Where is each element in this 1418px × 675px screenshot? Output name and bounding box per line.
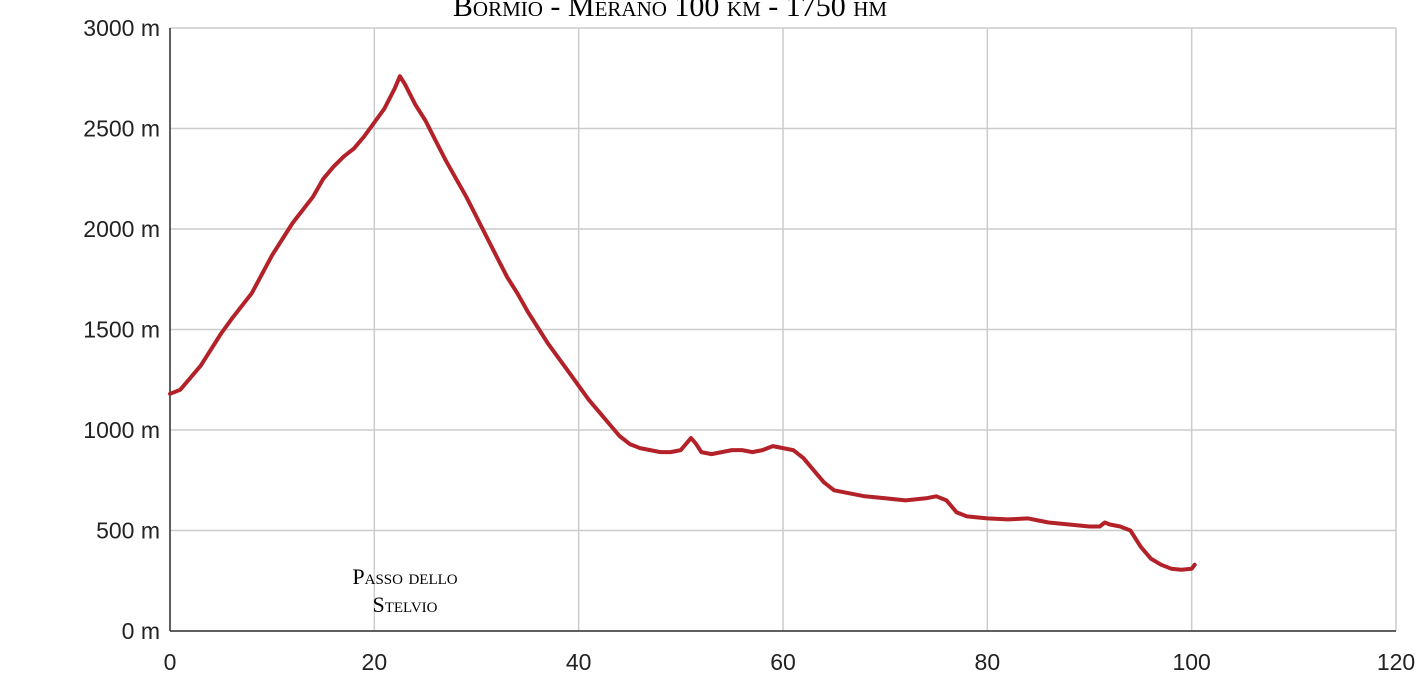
y-tick-label: 0 m bbox=[122, 618, 160, 644]
peak-annotation: Passo dello Stelvio bbox=[300, 563, 510, 619]
y-tick-label: 2500 m bbox=[83, 116, 160, 142]
grid-lines bbox=[169, 27, 1397, 632]
axes bbox=[169, 28, 1396, 632]
x-tick-label: 40 bbox=[566, 649, 592, 675]
series-group bbox=[168, 74, 1197, 572]
annotation-line-2: Stelvio bbox=[372, 592, 438, 617]
x-tick-label: 100 bbox=[1172, 649, 1210, 675]
y-tick-label: 1500 m bbox=[83, 317, 160, 343]
y-tick-label: 500 m bbox=[96, 518, 160, 544]
x-tick-label: 80 bbox=[975, 649, 1001, 675]
y-tick-label: 2000 m bbox=[83, 216, 160, 242]
x-tick-label: 60 bbox=[770, 649, 796, 675]
y-tick-label: 1000 m bbox=[83, 417, 160, 443]
tick-labels: 0 m 500 m 1000 m 1500 m 2000 m 2500 m 3000 m 0 2… bbox=[83, 15, 1415, 675]
x-tick-label: 0 bbox=[164, 649, 177, 675]
x-tick-label: 20 bbox=[362, 649, 388, 675]
annotation-line-1: Passo dello bbox=[352, 564, 458, 589]
chart-title: Bormio - Merano 100 km - 1750 hm bbox=[452, 0, 888, 23]
elevation-line bbox=[168, 74, 1197, 572]
x-tick-label: 120 bbox=[1377, 649, 1415, 675]
y-tick-label: 3000 m bbox=[83, 15, 160, 41]
